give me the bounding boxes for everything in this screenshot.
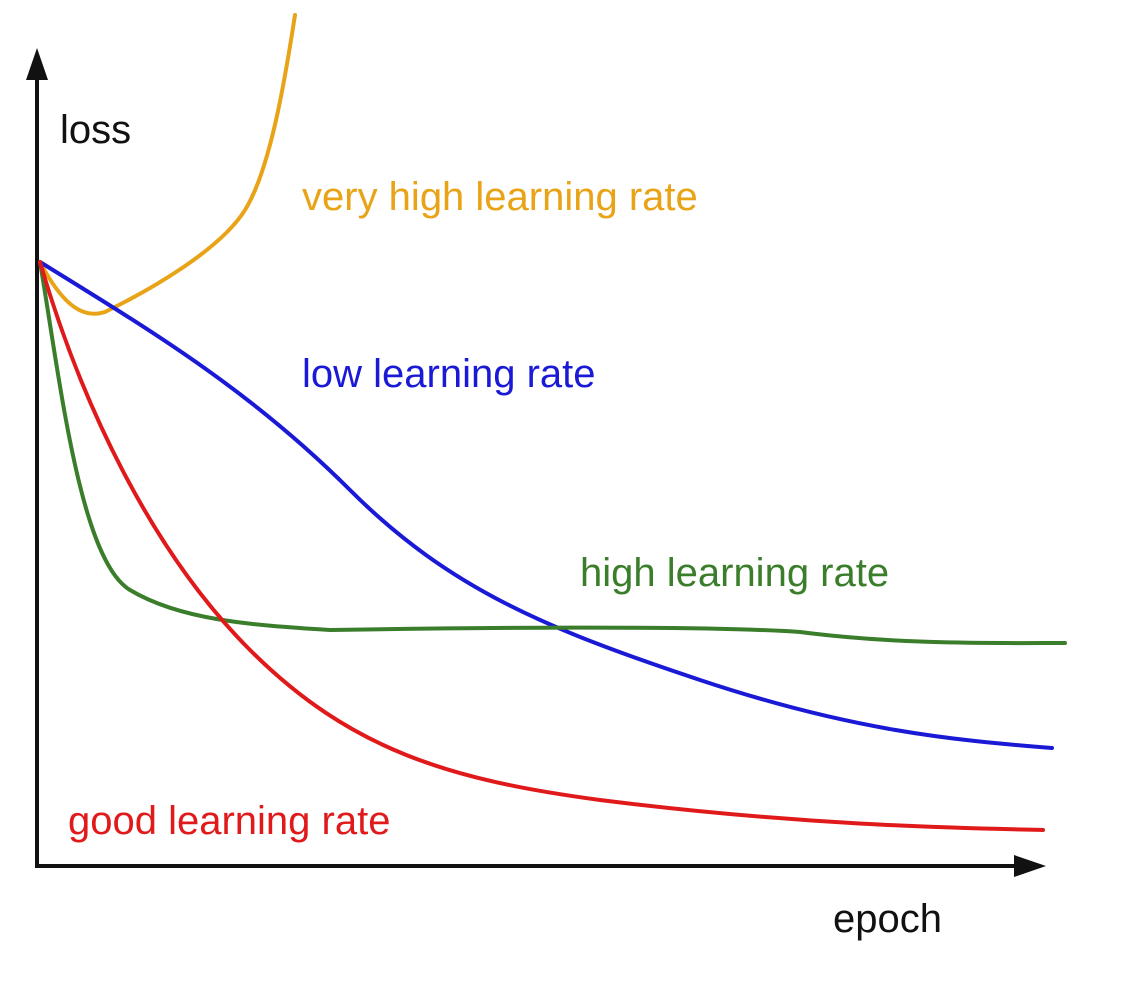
- curve-label: good learning rate: [68, 799, 390, 843]
- y-axis-label: loss: [60, 108, 131, 152]
- x-axis-label: epoch: [833, 897, 942, 941]
- high-lr-curve: [38, 260, 1067, 646]
- low-lr-curve: [38, 260, 1054, 750]
- good-lr-curve: [38, 260, 1045, 832]
- curve-label: very high learning rate: [302, 175, 698, 219]
- curve-label: high learning rate: [580, 551, 889, 595]
- x-axis-arrow: [1014, 855, 1046, 877]
- very-high-lr-curve: [38, 13, 297, 316]
- curve-label: low learning rate: [302, 352, 596, 396]
- y-axis-arrow: [26, 48, 48, 80]
